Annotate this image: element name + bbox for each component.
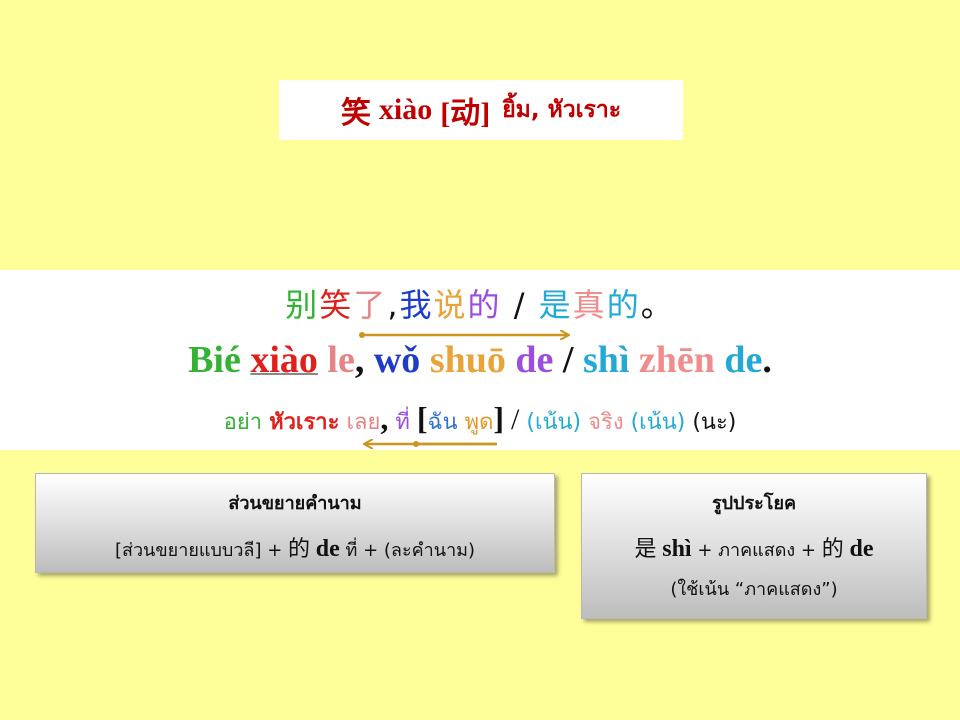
noun-modifier-heading: ส่วนขยายคำนาม bbox=[228, 493, 362, 514]
pinyin-period: . bbox=[762, 339, 772, 381]
pinyin-bie: Bié bbox=[188, 339, 241, 381]
hanzi-char: 是 bbox=[538, 286, 573, 324]
pinyin-comma: , bbox=[354, 339, 365, 381]
pattern-middle: + ภาคแสดง + bbox=[697, 540, 817, 561]
noun-modifier-formula: [ส่วนขยายแบบวลี] + 的 de ที่ + (ละคำนาม) bbox=[36, 531, 554, 564]
thai-jing: จริง bbox=[588, 410, 624, 435]
sentence-pinyin-line: Bié xiào le, wǒ shuō de / shì zhēn de. bbox=[0, 338, 960, 382]
sentence-pattern-note: (ใช้เน้น “ภาคแสดง”) bbox=[670, 579, 838, 600]
hanzi-char: 真 bbox=[572, 286, 607, 324]
thai-na: (นะ) bbox=[692, 410, 737, 435]
title-hanzi: 笑 bbox=[340, 97, 371, 130]
pattern-latin-2: de bbox=[849, 536, 874, 562]
thai-ya: อย่า bbox=[223, 410, 263, 435]
thai-comma: , bbox=[380, 400, 389, 436]
noun-modifier-latin: de bbox=[315, 536, 340, 562]
noun-modifier-box: ส่วนขยายคำนาม [ส่วนขยายแบบวลี] + 的 de ที… bbox=[35, 473, 555, 573]
thai-chan: ฉัน bbox=[427, 410, 458, 435]
pinyin-de-1: de bbox=[515, 339, 554, 381]
pattern-hanzi-2: 的 bbox=[821, 537, 844, 562]
hanzi-char: 了 bbox=[353, 286, 388, 324]
thai-close-bracket: ] bbox=[493, 400, 505, 436]
thai-slash: / bbox=[511, 403, 520, 436]
title-pinyin: xiào bbox=[378, 93, 433, 126]
pinyin-slash: / bbox=[562, 339, 574, 381]
pattern-latin-1: shì bbox=[662, 536, 692, 562]
title-thai-meaning: ยิ้ม, หัวเราะ bbox=[502, 97, 622, 123]
vocab-title-box: 笑 xiào [动] ยิ้ม, หัวเราะ bbox=[279, 80, 683, 140]
thai-huarao: หัวเราะ bbox=[269, 410, 340, 435]
pattern-hanzi-1: 是 bbox=[634, 537, 657, 562]
hanzi-char: 的 bbox=[467, 286, 502, 324]
noun-modifier-part1: [ส่วนขยายแบบวลี] + bbox=[114, 540, 283, 561]
sentence-pattern-formula: 是 shì + ภาคแสดง + 的 de bbox=[582, 531, 926, 564]
thai-nen-1: (เน้น) bbox=[526, 410, 582, 435]
hanzi-char: , bbox=[387, 286, 400, 324]
sentence-pattern-box: รูปประโยค 是 shì + ภาคแสดง + 的 de (ใช้เน้… bbox=[581, 473, 927, 619]
noun-modifier-part2: ที่ + (ละคำนาม) bbox=[345, 540, 476, 561]
pinyin-zhen: zhēn bbox=[638, 339, 715, 381]
pinyin-shi: shì bbox=[582, 339, 630, 381]
pinyin-shuo: shuō bbox=[429, 339, 506, 381]
thai-nen-2: (เน้น) bbox=[630, 410, 686, 435]
thai-loei: เลย bbox=[346, 410, 381, 435]
title-part-of-speech: [动] bbox=[440, 97, 491, 130]
pinyin-wo: wǒ bbox=[373, 339, 421, 381]
pinyin-xiao: xiào bbox=[250, 339, 318, 381]
hanzi-char: 笑 bbox=[319, 286, 354, 324]
noun-modifier-hanzi: 的 bbox=[288, 537, 311, 562]
hanzi-char: 我 bbox=[399, 286, 434, 324]
example-sentence-band bbox=[0, 270, 960, 450]
pinyin-de-2: de bbox=[724, 339, 763, 381]
sentence-hanzi-line: 别笑了,我说的 / 是真的。 bbox=[0, 280, 960, 326]
sentence-thai-line: อย่า หัวเราะ เลย, ที่ [ฉัน พูด] / (เน้น)… bbox=[0, 400, 960, 439]
thai-phut: พูด bbox=[464, 410, 494, 435]
hanzi-char: / bbox=[501, 286, 539, 324]
hanzi-char: 别 bbox=[285, 286, 320, 324]
hanzi-char: 。 bbox=[640, 286, 675, 324]
thai-open-bracket: [ bbox=[416, 400, 428, 436]
hanzi-char: 说 bbox=[433, 286, 468, 324]
hanzi-char: 的 bbox=[606, 286, 641, 324]
thai-thi: ที่ bbox=[395, 410, 410, 435]
pinyin-le: le bbox=[327, 339, 355, 381]
sentence-pattern-heading: รูปประโยค bbox=[711, 493, 797, 514]
